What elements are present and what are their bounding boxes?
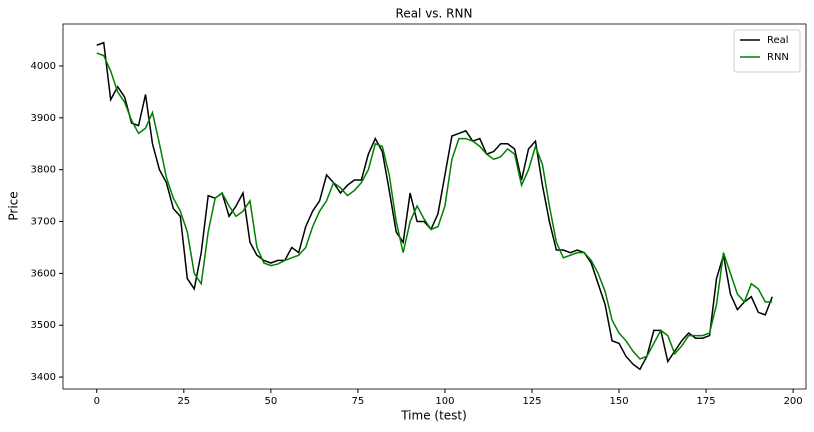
x-tick-label: 125	[522, 396, 541, 407]
legend-label: Real	[767, 35, 789, 46]
x-tick-label: 100	[435, 396, 454, 407]
x-tick-label: 150	[609, 396, 628, 407]
y-tick-label: 3800	[31, 165, 56, 176]
y-tick-label: 3900	[31, 113, 56, 124]
line-series	[96, 41, 773, 371]
y-tick-label: 3500	[31, 320, 56, 331]
y-tick-label: 3700	[31, 217, 56, 228]
line-series	[96, 52, 773, 360]
y-axis-label: Price	[7, 191, 21, 220]
y-tick-label: 4000	[31, 61, 56, 72]
y-tick-label: 3400	[31, 372, 56, 383]
x-tick-label: 25	[177, 396, 190, 407]
x-tick-label: 0	[94, 396, 100, 407]
y-tick-label: 3600	[31, 268, 56, 279]
x-tick-label: 175	[697, 396, 716, 407]
chart-title: Real vs. RNN	[396, 7, 473, 21]
legend-label: RNN	[767, 52, 789, 63]
plot-frame	[62, 23, 807, 390]
x-tick-label: 50	[264, 396, 277, 407]
x-tick-label: 75	[352, 396, 365, 407]
x-tick-label: 200	[784, 396, 803, 407]
x-axis-label: Time (test)	[400, 409, 467, 423]
